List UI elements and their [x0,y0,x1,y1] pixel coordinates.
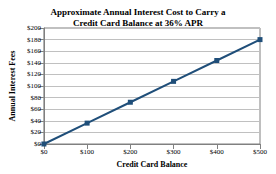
svg-text:$20: $20 [30,128,41,136]
svg-text:$60: $60 [30,105,41,113]
svg-text:$40: $40 [30,117,41,125]
svg-text:Credit Card Balance: Credit Card Balance [116,160,187,169]
svg-text:Annual Interest Fees: Annual Interest Fees [8,51,17,122]
svg-text:$500: $500 [253,148,268,156]
svg-text:$160: $160 [27,47,42,55]
svg-text:$400: $400 [210,148,225,156]
svg-text:$0: $0 [40,148,48,156]
svg-text:$140: $140 [27,59,42,67]
svg-text:Approximate Annual Interest Co: Approximate Annual Interest Cost to Carr… [50,7,226,17]
svg-text:$100: $100 [80,148,95,156]
svg-text:$0: $0 [33,140,41,148]
svg-text:Credit Card Balance at 36% APR: Credit Card Balance at 36% APR [73,18,204,28]
svg-text:$200: $200 [123,148,138,156]
svg-text:$300: $300 [167,148,182,156]
svg-text:$200: $200 [27,24,42,32]
svg-text:$100: $100 [27,82,42,90]
svg-text:$180: $180 [27,36,42,44]
svg-text:$80: $80 [30,94,41,102]
svg-text:$120: $120 [27,70,42,78]
